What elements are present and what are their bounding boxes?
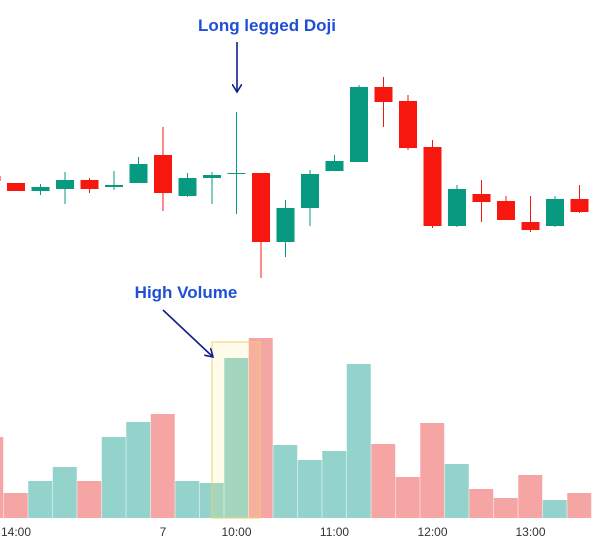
volume-bar — [493, 498, 518, 518]
volume-bar — [322, 451, 347, 518]
volume-bar — [518, 475, 543, 518]
candle-body — [325, 161, 344, 171]
price-pane — [0, 77, 589, 278]
x-tick-label: 10:00 — [221, 525, 251, 539]
volume-bar — [77, 481, 102, 518]
candle-body — [252, 173, 270, 242]
volume-bar — [444, 464, 469, 518]
candle-body — [374, 87, 393, 102]
candle-body — [301, 174, 319, 208]
volume-bar — [567, 493, 592, 518]
volume-bar — [224, 358, 249, 518]
x-axis: 14:00 7 10:00 11:00 12:00 13:00 — [1, 525, 546, 539]
volume-bar — [101, 437, 126, 518]
volume-bar — [28, 481, 53, 518]
x-tick-label: 12:00 — [417, 525, 447, 539]
volume-bar — [395, 477, 420, 518]
candle-body — [7, 183, 25, 191]
candle-body — [129, 164, 148, 183]
candle-body — [276, 208, 295, 242]
x-tick-label: 13:00 — [515, 525, 545, 539]
candle-body — [0, 176, 1, 181]
candle-body — [227, 173, 246, 174]
candle-body — [80, 180, 99, 189]
candle-body — [497, 201, 515, 220]
volume-bar — [52, 467, 77, 518]
volume-bar — [248, 338, 273, 518]
volume-bar — [126, 422, 151, 518]
candle-body — [154, 155, 172, 193]
candle-body — [570, 199, 589, 212]
candle-body — [56, 180, 74, 189]
volume-bar — [371, 444, 396, 518]
annotation: Long legged Doji — [198, 16, 336, 35]
x-tick-label: 14:00 — [1, 525, 31, 539]
annotation-arrow — [162, 309, 213, 357]
candle-body — [472, 194, 491, 202]
volume-bar — [273, 445, 298, 518]
candle-body — [203, 175, 221, 178]
candle-body — [423, 147, 442, 226]
x-tick-label: 11:00 — [320, 525, 349, 539]
highlight-box — [211, 341, 261, 519]
candle-body — [521, 222, 540, 230]
candle-body — [178, 178, 197, 196]
candle-body — [31, 187, 50, 191]
volume-bar — [150, 414, 175, 518]
volume-bar — [469, 489, 494, 518]
volume-pane — [0, 338, 592, 518]
volume-bar — [420, 423, 445, 518]
annotation: High Volume — [135, 283, 238, 302]
candle-body — [350, 87, 368, 162]
volume-bar — [542, 500, 567, 518]
candle-body — [546, 199, 564, 226]
candle-body — [105, 185, 123, 187]
volume-bar — [297, 460, 322, 518]
candle-body — [399, 101, 417, 148]
volume-bar — [3, 493, 28, 518]
volume-bar — [346, 364, 371, 518]
volume-bar — [175, 481, 200, 518]
volume-bar — [0, 437, 4, 518]
candle-body — [448, 189, 466, 226]
x-tick-label: 7 — [160, 525, 167, 539]
